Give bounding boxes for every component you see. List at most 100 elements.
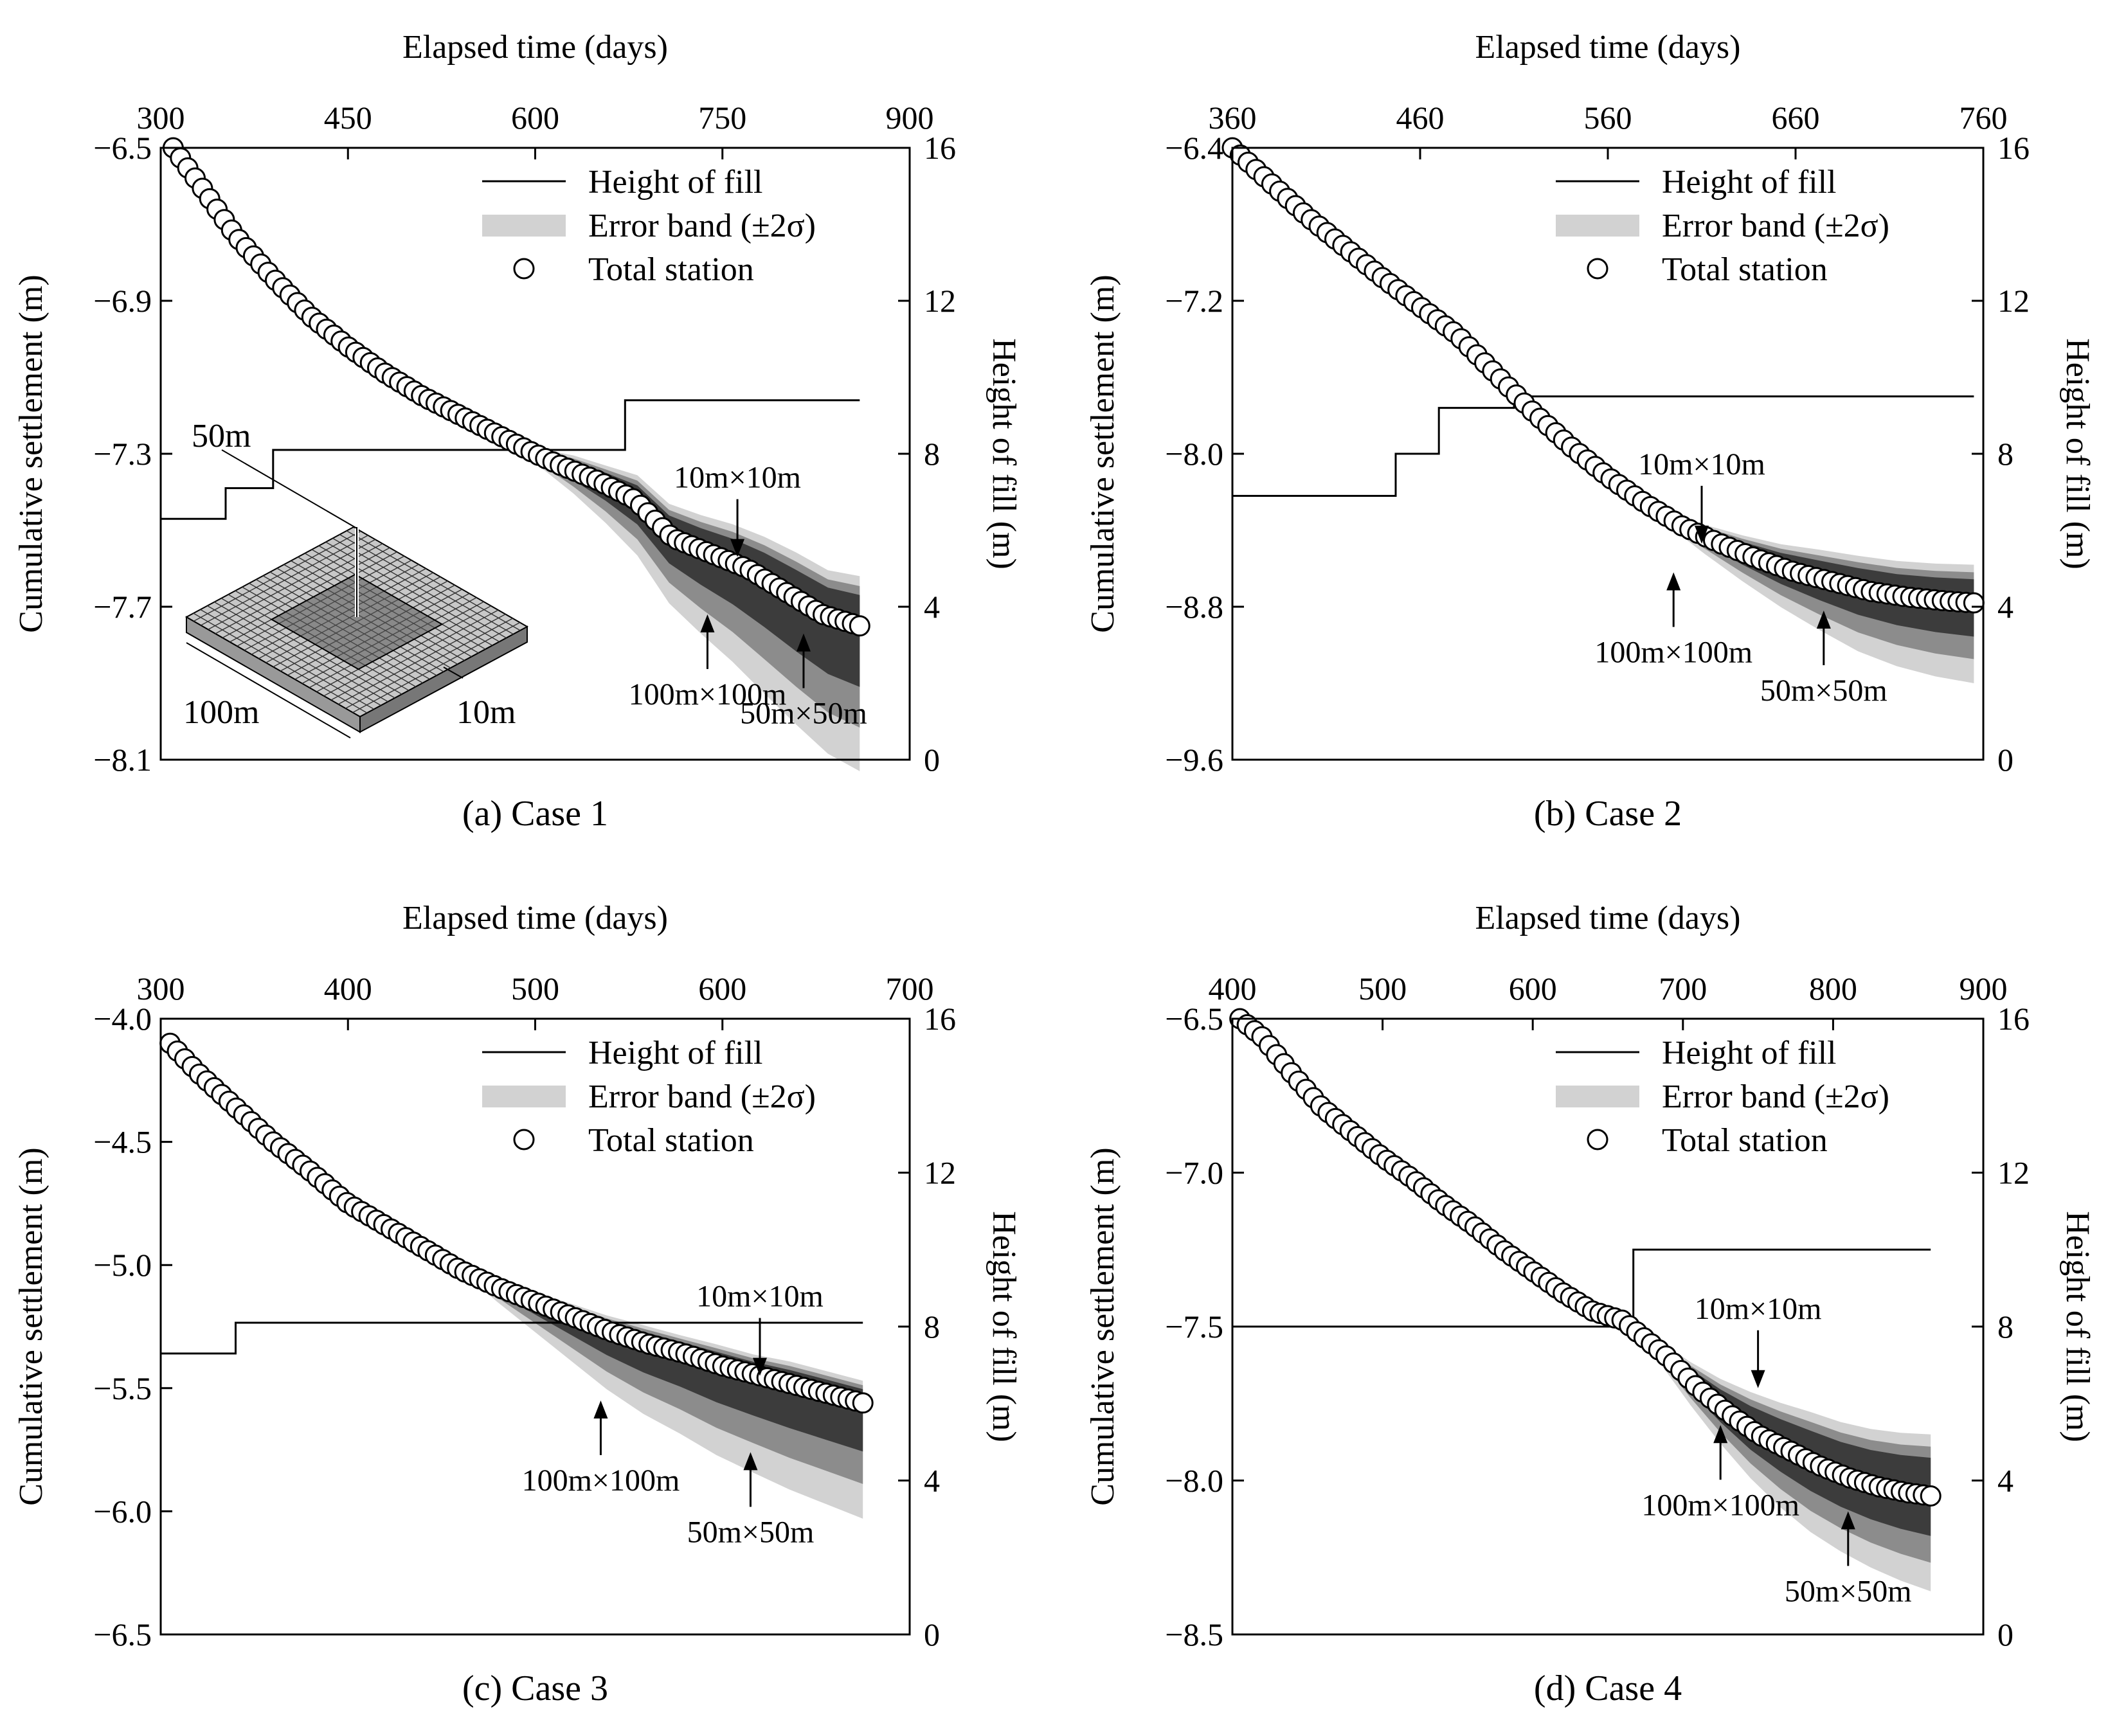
annotation-arrow-head	[1751, 1370, 1765, 1388]
y-axis-title: Cumulative settlement (m)	[1085, 274, 1121, 632]
total-station-point	[1963, 592, 1985, 614]
y2-tick-label: 8	[924, 436, 940, 472]
annotation-arrow-head	[700, 614, 715, 632]
inset-grid-line	[339, 534, 514, 635]
legend: Height of fill Error band (±2σ) Total stat…	[1556, 164, 1889, 288]
x-tick-label: 300	[137, 971, 185, 1007]
legend-label-height-of-fill: Height of fill	[588, 1035, 763, 1071]
panel-case-3: 300 400 500 600 700 Elapsed time (days) −4.0 −4…	[13, 900, 1022, 1708]
y2-tick-label: 8	[924, 1309, 940, 1345]
legend-label-total-station: Total station	[1662, 251, 1828, 288]
legend-label-error-band: Error band (±2σ)	[588, 208, 816, 244]
annotation-label: 50m×50m	[1760, 674, 1887, 708]
y-tick-label: −6.0	[93, 1493, 152, 1529]
x-tick-label: 400	[324, 971, 372, 1007]
y2-axis-title: Height of fill (m)	[986, 1211, 1022, 1442]
inset-grid-line	[338, 614, 506, 705]
x-tick-label: 560	[1584, 100, 1632, 136]
annotation-arrow-head	[753, 1357, 767, 1376]
annotation-label: 100m×100m	[629, 677, 787, 711]
error-band-10m	[510, 441, 860, 687]
error-band-100m	[510, 441, 860, 771]
inset-label-100m: 100m	[183, 694, 259, 731]
y2-tick-label: 12	[924, 1155, 956, 1191]
x-tick-label: 500	[511, 971, 559, 1007]
legend-label-height-of-fill: Height of fill	[1662, 1035, 1837, 1071]
y-tick-label: −5.0	[93, 1247, 152, 1283]
y2-tick-label: 0	[1997, 742, 2013, 778]
x-tick-label: 700	[886, 971, 934, 1007]
y-tick-label: −6.5	[1165, 1001, 1223, 1037]
fill-height-line	[161, 399, 860, 520]
x-tick-label: 660	[1772, 100, 1820, 136]
annotation-label: 100m×100m	[1641, 1488, 1799, 1522]
annotation-label: 50m×50m	[740, 697, 867, 731]
x-axis-title: Elapsed time (days)	[1475, 900, 1741, 936]
x-axis-title: Elapsed time (days)	[402, 29, 668, 66]
y-tick-label: −6.9	[93, 283, 152, 319]
annotation-arrow-head	[1841, 1511, 1855, 1530]
y-tick-label: −6.5	[93, 1616, 152, 1652]
x-tick-label: 900	[1959, 971, 2008, 1007]
y-tick-label: −9.6	[1165, 742, 1223, 778]
y-tick-label: −8.0	[1165, 1463, 1223, 1499]
annotation-label: 10m×10m	[1695, 1292, 1822, 1326]
y2-axis-title: Height of fill (m)	[986, 338, 1022, 569]
x-tick-label: 700	[1659, 971, 1707, 1007]
y2-tick-label: 0	[924, 742, 940, 778]
y2-tick-label: 16	[1997, 130, 2030, 166]
x-tick-label: 800	[1809, 971, 1857, 1007]
legend-label-error-band: Error band (±2σ)	[1662, 1078, 1889, 1115]
total-station-markers	[1221, 137, 1985, 614]
inset-grid-line	[346, 530, 521, 631]
y2-tick-label: 16	[1997, 1001, 2030, 1037]
x-tick-label: 600	[511, 100, 559, 136]
annotation-arrow-head	[1713, 1425, 1728, 1444]
legend-band-swatch	[482, 1086, 566, 1107]
legend-marker-swatch	[513, 258, 535, 280]
panel-case-1: 300 450 600 750 900 Elapsed time (days) −6.5 −6…	[13, 29, 1022, 834]
inset-grid-line	[330, 609, 499, 701]
annotation-arrow-head	[1666, 572, 1681, 591]
legend-label-total-station: Total station	[588, 251, 754, 288]
annotation-arrow-head	[1695, 525, 1709, 544]
annotation-arrow-head	[743, 1452, 758, 1471]
y-tick-label: −6.4	[1165, 130, 1223, 166]
annotation-label: 10m×10m	[674, 461, 801, 495]
x-tick-label: 900	[886, 100, 934, 136]
y-tick-label: −8.0	[1165, 436, 1223, 472]
inset-center-zone	[270, 573, 444, 670]
panel-caption: (a) Case 1	[462, 794, 608, 834]
legend-marker-swatch	[513, 1129, 535, 1150]
y2-tick-label: 12	[1997, 1155, 2030, 1191]
y-axis-title: Cumulative settlement (m)	[13, 1147, 50, 1505]
y-tick-label: −6.5	[93, 130, 152, 166]
panel-caption: (d) Case 4	[1534, 1669, 1682, 1708]
annotation-label: 50m×50m	[687, 1515, 815, 1549]
inset-label-10m: 10m	[456, 694, 516, 731]
inset-dimension-line	[186, 642, 351, 738]
annotation-label: 50m×50m	[1785, 1574, 1912, 1608]
x-tick-label: 600	[698, 971, 746, 1007]
annotation-label: 100m×100m	[522, 1463, 680, 1498]
y2-tick-label: 4	[924, 1463, 940, 1499]
x-axis-title: Elapsed time (days)	[402, 900, 668, 936]
fill-height-line	[1232, 1248, 1931, 1328]
inset-label-50m: 50m	[192, 418, 251, 454]
y-tick-label: −7.3	[93, 436, 152, 472]
total-station-point	[1920, 1485, 1941, 1507]
x-tick-label: 450	[324, 100, 372, 136]
annotation-arrow-head	[593, 1400, 608, 1418]
x-tick-label: 360	[1209, 100, 1257, 136]
y2-tick-label: 16	[924, 130, 956, 166]
y2-tick-label: 12	[1997, 283, 2030, 319]
legend-label-total-station: Total station	[588, 1122, 754, 1159]
y2-tick-label: 8	[1997, 1309, 2013, 1345]
legend-label-height-of-fill: Height of fill	[588, 164, 763, 201]
y2-tick-label: 0	[1997, 1616, 2013, 1652]
y2-tick-label: 8	[1997, 436, 2013, 472]
inset-dimension-line	[221, 449, 357, 529]
inset-mesh-diagram: 50m 100m 10m	[183, 418, 529, 738]
annotation-arrow-head	[730, 539, 745, 557]
fill-height-line	[161, 1321, 863, 1355]
